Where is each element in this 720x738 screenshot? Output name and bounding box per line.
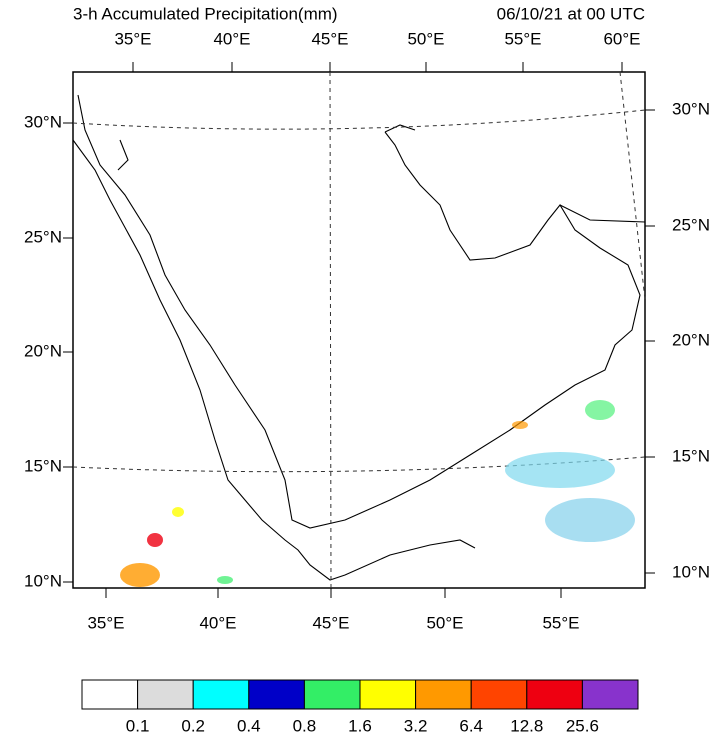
colorbar-label: 0.8 — [293, 716, 317, 733]
bottom-lon-label: 45°E — [312, 613, 349, 632]
color-swatch — [248, 679, 305, 710]
bottom-lon-label: 35°E — [87, 613, 124, 632]
color-swatch — [526, 679, 583, 710]
color-swatch — [137, 679, 194, 710]
coastlines — [72, 94, 646, 581]
title: 3-h Accumulated Precipitation(mm) — [73, 4, 338, 23]
color-swatch — [581, 679, 639, 710]
left-lat-label: 10°N — [24, 571, 62, 590]
map-frame — [72, 71, 646, 589]
colorbar-label: 0.2 — [181, 716, 205, 733]
right-lat-label: 10°N — [672, 562, 710, 581]
colorbar-label: 12.8 — [510, 716, 543, 733]
precipitation — [120, 400, 635, 587]
right-lat-label: 30°N — [672, 99, 710, 118]
left-lat-label: 20°N — [24, 341, 62, 360]
left-lat-label: 30°N — [24, 112, 62, 131]
top-lon-label: 45°E — [311, 29, 348, 48]
color-swatch — [81, 679, 139, 710]
left-lat-label: 25°N — [24, 227, 62, 246]
color-swatch — [303, 679, 361, 710]
top-lon-label: 60°E — [603, 29, 640, 48]
colorbar-label: 1.6 — [348, 716, 372, 733]
right-lat-label: 20°N — [672, 330, 710, 349]
bottom-lon-label: 40°E — [199, 613, 236, 632]
axis-labels: 35°E 40°E 45°E 50°E 55°E 60°E 35°E 40°E 45°E 50°E… — [24, 29, 710, 632]
colorbar-label: 0.1 — [126, 716, 150, 733]
graticule — [72, 71, 646, 589]
colorbar-label: 25.6 — [566, 716, 599, 733]
top-lon-label: 40°E — [213, 29, 250, 48]
colorbar-label: 0.4 — [237, 716, 261, 733]
colorbar-label: 3.2 — [404, 716, 428, 733]
top-lon-label: 35°E — [114, 29, 151, 48]
color-swatch — [192, 679, 250, 710]
top-lon-label: 50°E — [407, 29, 444, 48]
top-lon-label: 55°E — [504, 29, 541, 48]
right-lat-label: 15°N — [672, 446, 710, 465]
color-swatch — [359, 679, 417, 710]
date: 06/10/21 at 00 UTC — [497, 4, 645, 23]
bottom-lon-label: 55°E — [542, 613, 579, 632]
colorbar-label: 6.4 — [459, 716, 483, 733]
left-lat-label: 15°N — [24, 456, 62, 475]
right-lat-label: 25°N — [672, 215, 710, 234]
bottom-lon-label: 50°E — [426, 613, 463, 632]
colorbar: 0.1 0.2 0.4 0.8 1.6 3.2 6.4 12.8 25.6 — [81, 679, 639, 735]
color-swatch — [470, 679, 528, 710]
color-swatch — [415, 679, 472, 710]
